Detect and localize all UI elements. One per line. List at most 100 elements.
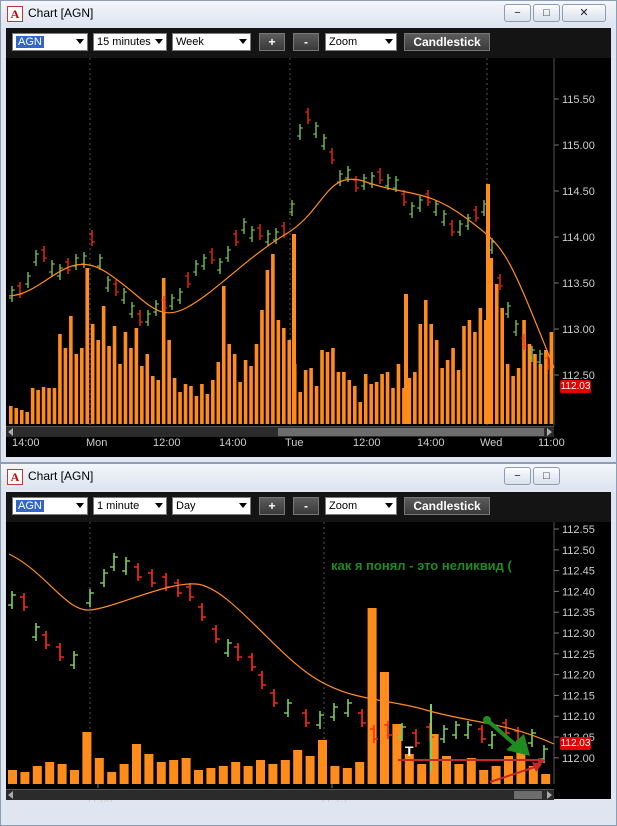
period-select[interactable]: Week	[172, 33, 251, 51]
price-chart-week[interactable]: 115.50 115.00 114.50 114.00 113.50 113.00 112.…	[6, 58, 611, 459]
scroll-left-icon[interactable]	[8, 428, 13, 436]
volume-bar	[276, 320, 281, 424]
volume-bar	[32, 766, 42, 784]
volume-bar	[200, 384, 204, 424]
time-axis-label: 14:00	[219, 437, 247, 449]
period-value: Week	[176, 36, 204, 48]
volume-bar	[407, 378, 412, 424]
zoom-in-button[interactable]: +	[259, 33, 285, 51]
chevron-down-icon	[239, 503, 247, 508]
chart-client-area: AGN 15 minutes Week + - Zoom Candlestick…	[6, 28, 611, 457]
interval-select[interactable]: 1 minute	[93, 497, 167, 515]
price-axis-label: 112.45	[562, 566, 595, 578]
volume-bar	[41, 387, 46, 424]
period-select[interactable]: Day	[172, 497, 251, 515]
window-title: Chart [AGN]	[28, 469, 94, 483]
volume-bar	[404, 294, 408, 424]
user-annotation: как я понял - это неликвид (	[331, 558, 512, 573]
volume-bar	[178, 392, 182, 424]
horizontal-scrollbar[interactable]	[6, 789, 554, 800]
volume-bar	[140, 366, 144, 424]
volume-bar	[205, 394, 210, 424]
volume-bar	[231, 762, 241, 784]
volume-bar	[123, 332, 128, 424]
price-chart-day[interactable]: 112.55 112.50 112.45 112.40 112.35 112.30 112.…	[6, 522, 611, 802]
close-button[interactable]: ✕	[562, 4, 606, 22]
price-axis-label: 112.20	[562, 670, 595, 682]
minimize-button[interactable]: −	[504, 4, 531, 22]
volume-bar	[183, 384, 188, 424]
title-bar[interactable]: A Chart [AGN] − □	[1, 464, 616, 489]
volume-bar	[181, 758, 191, 784]
price-axis-label: 112.15	[562, 690, 595, 702]
volume-bar	[392, 724, 402, 784]
zoom-in-button[interactable]: +	[259, 497, 285, 515]
moving-average-line	[8, 553, 555, 745]
scroll-thumb[interactable]	[278, 428, 544, 436]
volume-bar	[47, 388, 51, 424]
volume-bar	[161, 278, 166, 424]
volume-bar	[479, 770, 489, 784]
price-axis-label: 114.50	[562, 186, 595, 198]
interval-select[interactable]: 15 minutes	[93, 33, 167, 51]
volume-bar	[280, 760, 290, 784]
volume-bar	[94, 758, 104, 784]
scroll-left-icon[interactable]	[8, 791, 13, 799]
volume-bar	[466, 758, 476, 784]
moving-average-line	[8, 178, 555, 369]
volume-bar	[156, 762, 166, 784]
volume-bar	[79, 348, 84, 424]
scroll-right-icon[interactable]	[547, 428, 552, 436]
volume-bar	[380, 374, 384, 424]
volume-bar	[385, 372, 390, 424]
chart-window-day: A Chart [AGN] − □ AGN 1 minute Day + - Z…	[0, 463, 617, 826]
zoom-out-button[interactable]: -	[293, 33, 319, 51]
volume-bar	[25, 412, 29, 424]
time-axis-label: 11:00	[538, 437, 565, 449]
chevron-down-icon	[76, 503, 84, 508]
volume-bar	[320, 350, 324, 424]
volume-bar	[254, 344, 259, 424]
candlestick-button[interactable]: Candlestick	[404, 33, 490, 51]
volume-bar	[221, 286, 226, 424]
symbol-select[interactable]: AGN	[12, 33, 88, 51]
title-bar[interactable]: A Chart [AGN] − □ ✕	[1, 1, 616, 26]
scroll-thumb[interactable]	[514, 791, 542, 799]
zoom-out-button[interactable]: -	[293, 497, 319, 515]
zoom-select[interactable]: Zoom	[325, 497, 397, 515]
app-logo-icon: A	[7, 6, 23, 22]
volume-bar	[331, 348, 335, 424]
volume-bar	[402, 388, 406, 424]
price-axis-label: 115.50	[562, 94, 595, 106]
volume-bar	[347, 380, 352, 424]
volume-bar	[303, 370, 308, 424]
green-arrow-head	[506, 734, 530, 756]
price-axis-label: 112.30	[562, 628, 595, 640]
volume-bar	[243, 766, 253, 784]
scroll-right-icon[interactable]	[547, 791, 552, 799]
price-axis-label: 112.50	[562, 370, 595, 382]
zoom-select[interactable]: Zoom	[325, 33, 397, 51]
price-axis-label: 112.55	[562, 524, 595, 536]
symbol-select[interactable]: AGN	[12, 497, 88, 515]
volume-bar	[541, 774, 551, 784]
volume-bar	[423, 300, 428, 424]
candlestick-button[interactable]: Candlestick	[404, 497, 490, 515]
maximize-button[interactable]: □	[533, 4, 560, 22]
price-axis-label: 113.00	[562, 324, 595, 336]
volume-bar	[211, 380, 215, 424]
volume-bar	[96, 340, 100, 424]
volume-bar	[486, 184, 490, 424]
volume-bar	[516, 740, 526, 784]
volume-bar	[132, 744, 141, 784]
horizontal-scrollbar[interactable]	[6, 426, 554, 437]
minimize-button[interactable]: −	[504, 467, 531, 485]
volume-bar	[417, 764, 427, 784]
volume-bar	[150, 376, 155, 424]
volume-bar	[527, 344, 532, 424]
volume-bar	[260, 310, 264, 424]
zoom-value: Zoom	[329, 500, 358, 512]
volume-bar	[243, 360, 248, 424]
red-arrow-line	[489, 765, 539, 783]
maximize-button[interactable]: □	[533, 467, 560, 485]
